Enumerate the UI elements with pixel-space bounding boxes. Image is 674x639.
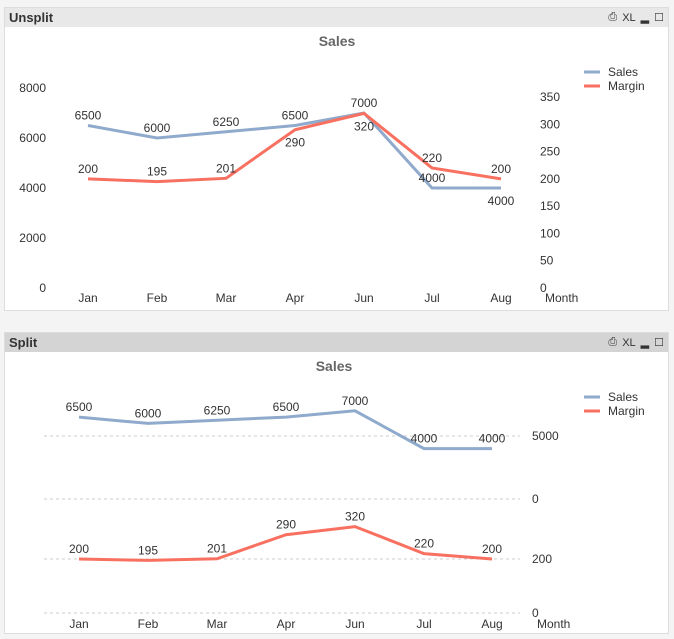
maximize-icon[interactable]: ☐: [654, 337, 664, 349]
split-chart-panel: Split ⎙ XL ▂ ☐: [4, 332, 669, 634]
xl-export-icon[interactable]: XL: [622, 11, 636, 24]
maximize-icon[interactable]: ☐: [654, 12, 664, 24]
print-icon[interactable]: ⎙: [608, 11, 618, 23]
panel-title: Unsplit: [9, 10, 54, 25]
minimize-icon[interactable]: ▂: [640, 337, 650, 349]
unsplit-chart-panel: Unsplit ⎙ XL ▂ ☐: [4, 7, 669, 311]
panel-caption: Unsplit ⎙ XL ▂ ☐: [5, 8, 668, 27]
panel-caption: Split ⎙ XL ▂ ☐: [5, 333, 668, 352]
panel-title: Split: [9, 335, 38, 350]
print-icon[interactable]: ⎙: [608, 336, 618, 348]
xl-export-icon[interactable]: XL: [622, 336, 636, 349]
minimize-icon[interactable]: ▂: [640, 12, 650, 24]
